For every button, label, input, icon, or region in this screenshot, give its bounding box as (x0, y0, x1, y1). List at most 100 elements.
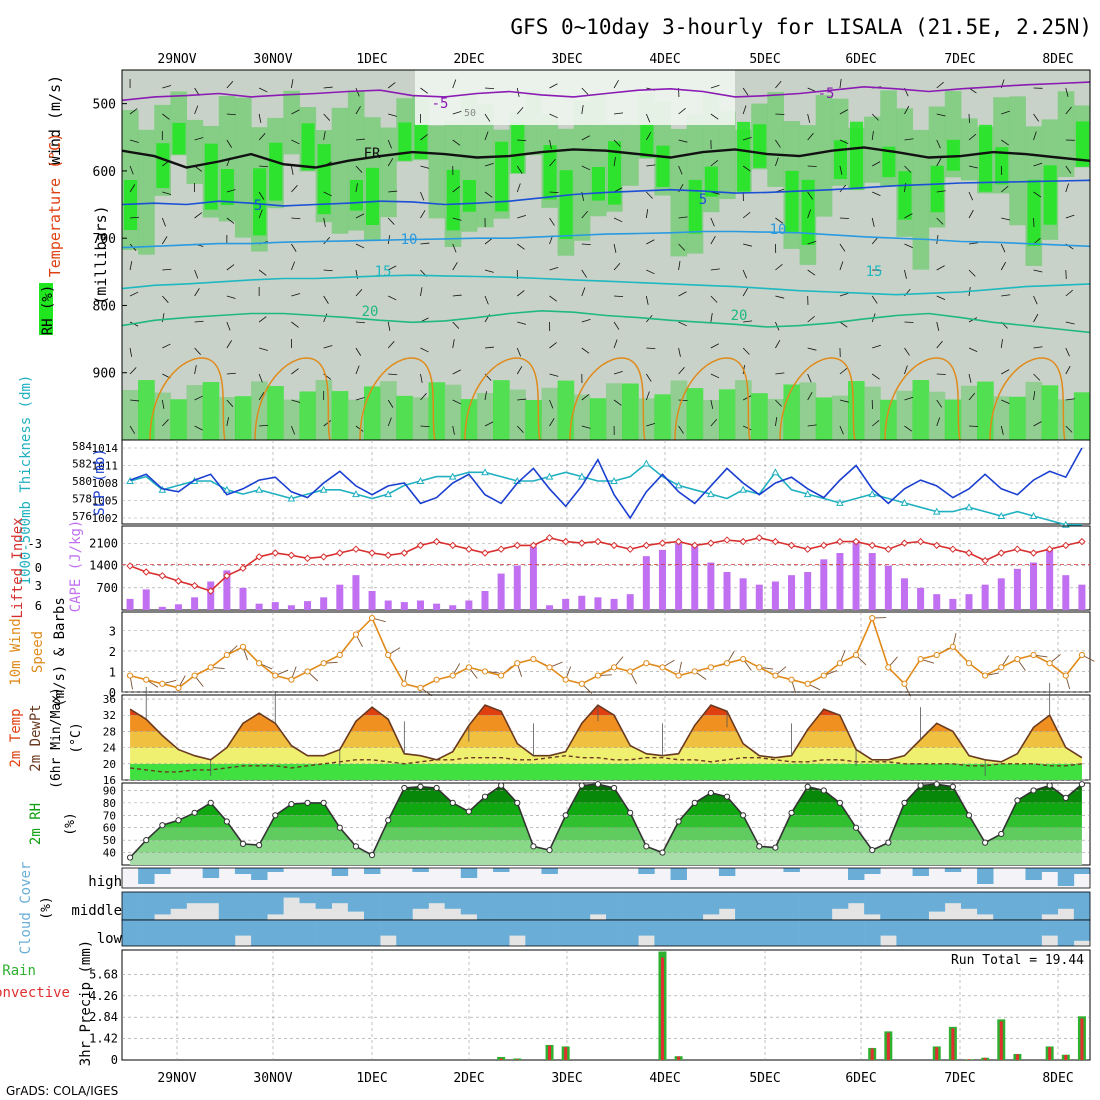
upper-wind-barb (388, 373, 398, 376)
rh2m-point (546, 846, 553, 854)
upper-wind-barb (614, 295, 624, 298)
upper-wind-barb (678, 347, 681, 357)
upper-wind-barb (839, 165, 843, 175)
rh2m-point (256, 842, 263, 849)
lifted-index-point (836, 537, 844, 546)
lifted-index-point (319, 553, 328, 561)
lifted-index-point (691, 541, 699, 550)
rh-shade-low (977, 381, 994, 440)
precip-conv-bar (677, 1056, 681, 1060)
upper-wind-barb (484, 391, 487, 401)
upper-wind-barb (581, 318, 591, 323)
upper-wind-barb (678, 291, 687, 297)
rh-shade-moist (801, 179, 815, 245)
wind-speed-point (159, 680, 166, 687)
thickness-point (642, 459, 651, 467)
rh2m-point (933, 781, 940, 788)
wind-speed-point (223, 651, 230, 659)
wind-speed-point (514, 660, 521, 667)
cloud-bar (299, 892, 316, 904)
rh-shade-low (686, 388, 704, 440)
rh-shade-moist (930, 165, 944, 213)
rh-shade-low (654, 394, 672, 440)
upper-wind-barb (161, 236, 168, 245)
slp-panel-frame (121, 439, 1091, 525)
cape-bar (126, 598, 134, 610)
date-label-top: 8DEC (1042, 52, 1073, 67)
upper-wind-barb (420, 393, 427, 401)
rh-shade-low (460, 399, 478, 440)
rh2m-point (175, 817, 182, 824)
upper-wind-barb (710, 399, 714, 409)
upper-wind-barb (807, 424, 817, 427)
rh2m-point (320, 799, 327, 806)
wind-speed-point (949, 643, 956, 650)
rh-shade-low (718, 389, 736, 440)
lifted-index-point (352, 545, 360, 553)
cape-label: CAPE (J/kg) (68, 520, 84, 613)
precip-tick-label: 4.26 (89, 989, 118, 1003)
upper-wind-barb (807, 87, 817, 93)
rh-shade (138, 129, 155, 255)
upper-wind-barb (452, 369, 461, 375)
isotherm-25-contour (884, 357, 961, 441)
rh-shade-moist (882, 146, 896, 178)
upper-wind-barb (581, 425, 591, 429)
thickness-point (803, 490, 812, 498)
precip-tick-label: 5.68 (89, 967, 118, 981)
rh-shade-low (815, 397, 833, 440)
rh2m-point (998, 830, 1005, 838)
cloud-bar (1057, 920, 1075, 946)
cloud-bar (557, 920, 575, 946)
temp-tick-label: 24 (103, 742, 117, 755)
cloud-bar (606, 892, 623, 920)
upper-wind-barb (291, 293, 301, 297)
wind-speed-point (368, 614, 376, 622)
upper-wind-barb (420, 191, 425, 201)
cloud-bar (186, 920, 203, 946)
isotherm-FR (121, 146, 1091, 169)
rh2m-point (982, 839, 989, 846)
upper-wind-barb (226, 264, 235, 271)
cloud-bar (880, 920, 897, 936)
upper-wind-barb (1065, 183, 1069, 193)
cape-bar (223, 570, 231, 610)
thickness-tick-label: 576 (72, 510, 92, 523)
upper-wind-barb (936, 113, 946, 117)
temp-band (130, 747, 1082, 764)
slp-label: SLP (mb) (92, 448, 108, 515)
rh2m-point (481, 793, 489, 800)
upper-wind-barb (1033, 391, 1036, 401)
upper-wind-barb (581, 347, 590, 354)
wind-speed-point (481, 668, 489, 675)
cape-bar (1046, 549, 1054, 610)
cloud-bar (622, 920, 639, 946)
rh2m-point (126, 854, 134, 861)
temp-band (130, 731, 1082, 748)
wind-panel-frame (121, 611, 1091, 693)
cloud-bar (380, 892, 397, 920)
lifted-index-point (239, 564, 247, 572)
cloud-bar (718, 868, 736, 876)
cape-bar (255, 603, 263, 610)
precip-tick-label: 1.42 (89, 1032, 118, 1046)
cape-bar (207, 581, 215, 610)
upper-wind-barb (291, 261, 295, 271)
cape-bar (804, 572, 812, 610)
upper-wind-barb (259, 424, 269, 427)
cloud-bar (718, 892, 736, 909)
wind-speed-point (207, 664, 214, 671)
cloud-bar (154, 868, 171, 874)
upper-wind-barb (678, 243, 686, 251)
wind-speed-point (304, 668, 311, 675)
rh-tick-label: 80 (103, 797, 116, 810)
rh-shade-moist (414, 123, 428, 159)
upper-wind-barb (549, 139, 552, 149)
upper-wind-barb (452, 139, 461, 146)
wind-speed-point (965, 660, 973, 667)
upper-wind-barb (581, 210, 589, 219)
upper-wind-barb (194, 288, 200, 297)
cape-bar (174, 604, 182, 610)
cloud-bar (864, 920, 881, 946)
rh-shade-moist (253, 168, 267, 236)
